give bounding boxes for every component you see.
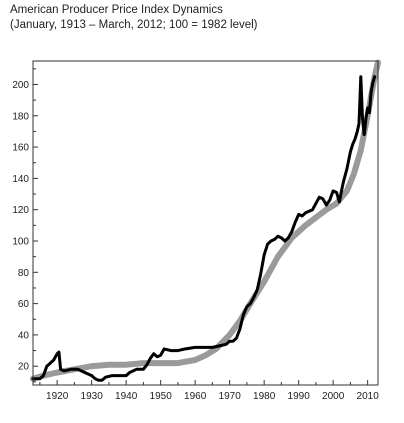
y-tick-label: 80	[18, 268, 30, 279]
x-tick-label: 1980	[253, 391, 276, 402]
y-tick-label: 100	[12, 237, 29, 248]
y-tick-label: 180	[12, 111, 29, 122]
y-tick-label: 60	[18, 299, 30, 310]
x-tick-label: 1990	[288, 391, 311, 402]
ppi-series-line	[31, 75, 377, 382]
chart-title: American Producer Price Index Dynamics	[10, 4, 223, 16]
x-tick-label: 1970	[219, 391, 242, 402]
x-tick-label: 1940	[115, 391, 138, 402]
plot-frame	[32, 60, 379, 386]
x-tick-label: 2010	[357, 391, 380, 402]
y-tick-label: 200	[12, 80, 29, 91]
ticks-layer: 20 40 60 80 100 120 140 160 180 200 1920 1930 1940 19…	[12, 68, 380, 402]
chart-subtitle: (January, 1913 – March, 2012; 100 = 1982…	[10, 19, 258, 31]
x-tick-label: 1960	[184, 391, 207, 402]
axes-layer	[32, 60, 379, 386]
trend-series-line	[30, 59, 381, 382]
y-tick-label: 120	[12, 205, 29, 216]
y-tick-label: 40	[18, 330, 30, 341]
x-tick-label: 1950	[150, 391, 173, 402]
series-layer	[30, 59, 381, 382]
y-tick-label: 160	[12, 143, 29, 154]
x-tick-label: 1930	[81, 391, 104, 402]
y-tick-label: 20	[18, 362, 30, 373]
y-tick-label: 140	[12, 174, 29, 185]
x-tick-label: 2000	[322, 391, 345, 402]
x-tick-label: 1920	[46, 391, 69, 402]
